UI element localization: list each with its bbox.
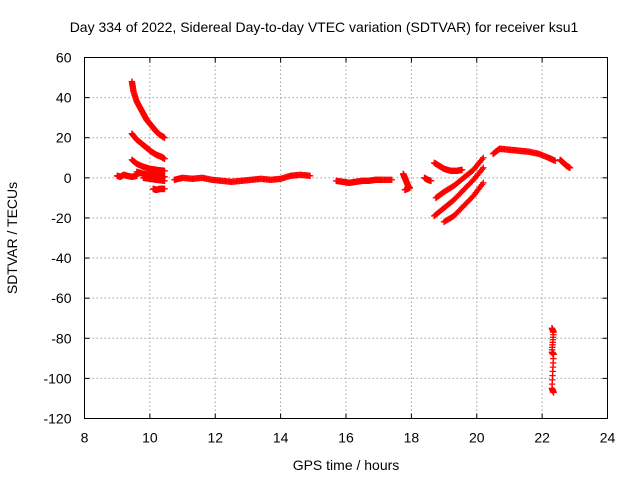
data-point	[161, 167, 168, 175]
y-tick-label: 0	[64, 170, 72, 186]
x-tick-label: 14	[273, 430, 289, 446]
data-point	[480, 154, 487, 161]
x-tick-label: 12	[207, 430, 223, 446]
data-point	[401, 186, 409, 194]
y-tick-label: 20	[56, 130, 72, 146]
series-arc-1	[113, 171, 140, 181]
series-arc-3	[128, 130, 168, 162]
data-point	[480, 164, 487, 172]
series-arc-18	[548, 325, 557, 396]
series-arc-15	[440, 179, 487, 226]
x-axis-label: GPS time / hours	[293, 457, 400, 473]
x-tick-label: 10	[142, 430, 158, 446]
y-axis-label: SDTVAR / TECUs	[4, 182, 20, 294]
data-point	[161, 177, 168, 185]
series-arc-11	[421, 174, 435, 185]
y-tick-label: -40	[51, 250, 71, 266]
x-tick-label: 16	[338, 430, 354, 446]
data-point	[161, 155, 168, 162]
series-arc-10	[400, 170, 413, 194]
x-tick-label: 20	[469, 430, 485, 446]
y-tick-label: 60	[56, 50, 72, 66]
series-arc-8	[171, 171, 314, 186]
data-point	[550, 389, 557, 396]
data-point	[427, 177, 435, 185]
x-tick-label: 24	[600, 430, 616, 446]
data-point	[480, 179, 487, 187]
y-tick-label: -120	[43, 411, 71, 427]
x-tick-label: 8	[81, 430, 89, 446]
y-tick-label: 40	[56, 90, 72, 106]
y-tick-label: -60	[51, 290, 71, 306]
y-tick-label: -100	[43, 370, 71, 386]
data-point	[388, 176, 395, 184]
series-arc-12	[431, 159, 466, 175]
x-tick-label: 18	[404, 430, 420, 446]
data-points	[113, 78, 574, 396]
x-tick-label: 22	[534, 430, 550, 446]
series-arc-6	[140, 174, 168, 185]
series-arc-16	[489, 145, 559, 164]
series-arc-7	[149, 185, 168, 194]
data-point	[161, 185, 168, 193]
series-arc-17	[556, 156, 574, 172]
axis-ticks: 8 10 12 14 16 18 20 22 24 60 40 20 0 -20 -40 -60 -80 -100…	[43, 50, 615, 446]
data-point	[161, 134, 168, 141]
series-arc-14	[431, 164, 487, 220]
y-tick-label: -20	[51, 210, 71, 226]
series-arc-13	[432, 154, 487, 202]
y-tick-label: -80	[51, 330, 71, 346]
data-point	[458, 166, 466, 174]
chart-title: Day 334 of 2022, Sidereal Day-to-day VTE…	[70, 19, 579, 35]
plot-frame	[84, 57, 608, 419]
series-arc-9	[332, 176, 395, 187]
data-point	[566, 164, 574, 172]
data-point	[306, 172, 314, 180]
series-arc-2	[128, 78, 168, 141]
grid	[84, 57, 608, 419]
series-arc-4	[128, 156, 168, 175]
